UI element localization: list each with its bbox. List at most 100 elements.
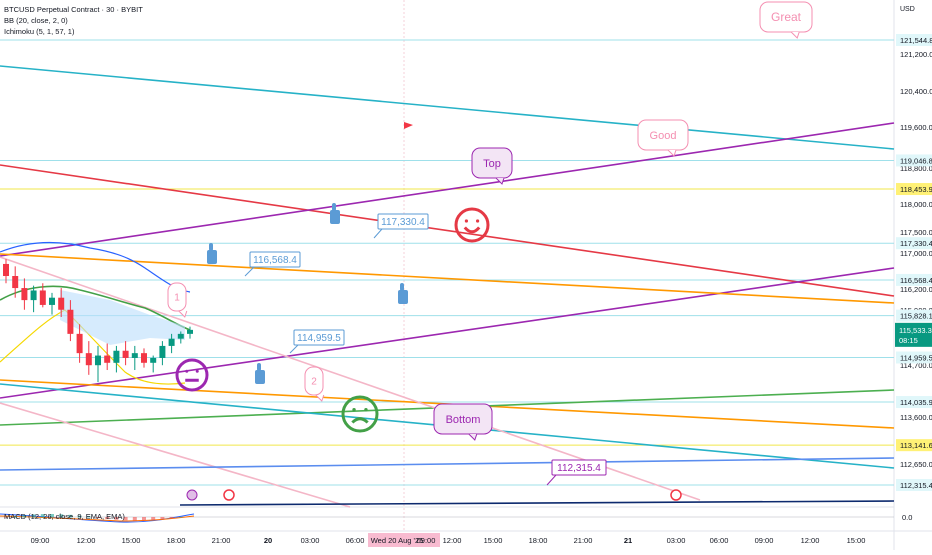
neutral-face-icon[interactable] (175, 358, 209, 392)
level-tag-label-0: 121,544.8 (900, 36, 932, 45)
candle-body[interactable] (104, 355, 111, 363)
trendline-pink-lower[interactable] (0, 402, 351, 508)
trendline-red[interactable] (0, 164, 895, 297)
note-bottom-bubble[interactable] (433, 403, 493, 435)
note-two-tail (315, 394, 325, 402)
pointing-hand-icon-1[interactable] (207, 250, 217, 264)
level-tag-8[interactable] (896, 439, 932, 452)
trendline-purple-upper[interactable] (0, 122, 895, 257)
candle-body[interactable] (141, 353, 147, 363)
last-price-tag[interactable] (895, 322, 932, 347)
candle-body[interactable] (122, 350, 129, 358)
macd-histogram-bar (123, 517, 128, 521)
pointing-hand-icon-2[interactable] (330, 210, 340, 224)
level-tag-5[interactable] (896, 309, 932, 322)
trendline-purple-lower[interactable] (0, 267, 895, 399)
time-tick-label: 09:00 (417, 536, 436, 545)
candle-body[interactable] (85, 353, 92, 366)
callout-112315-box[interactable] (551, 459, 607, 476)
note-top-tail (495, 177, 505, 185)
note-bottom-text: Bottom (446, 414, 481, 426)
level-tag-2[interactable] (896, 183, 932, 196)
callout-116568-pointer (244, 266, 255, 277)
candle-body[interactable] (21, 288, 28, 301)
pointing-hand-icon-3[interactable] (398, 290, 408, 304)
level-tag-9[interactable] (896, 479, 932, 491)
trendline-cyan-upper[interactable] (0, 65, 895, 150)
callout-116568-box[interactable] (249, 251, 301, 268)
macd-histogram-bar (50, 514, 54, 518)
callout-117330-box[interactable] (377, 213, 429, 230)
time-tick-label: Wed 20 Aug '25 (371, 536, 424, 545)
callout-116568-label: 116,568.4 (253, 255, 297, 266)
candle-body[interactable] (95, 355, 101, 366)
note-top-bubble[interactable] (471, 147, 513, 179)
macd-legend[interactable]: MACD (12, 26, close, 9, EMA, EMA) (4, 512, 125, 521)
level-tag-6[interactable] (896, 351, 932, 364)
happy-face-icon-eye-left (464, 219, 468, 223)
last-price-value: 115,533.3 (899, 326, 932, 335)
level-tag-0[interactable] (896, 34, 932, 46)
candle-body[interactable] (58, 297, 65, 310)
candle-body[interactable] (131, 353, 138, 358)
candle-body[interactable] (12, 276, 19, 289)
lightning-event-icon[interactable] (186, 489, 198, 501)
ichimoku-conversion-line (0, 309, 186, 385)
price-tick-label: 116,200.0 (900, 285, 932, 294)
note-good-bubble[interactable] (637, 119, 689, 151)
note-bottom-tail (468, 433, 478, 441)
ichimoku-base-line (0, 285, 191, 331)
candle-body[interactable] (67, 309, 74, 334)
time-tick-label: 15:00 (484, 536, 503, 545)
us-flag-event-icon-1[interactable] (223, 489, 235, 501)
worried-face-icon[interactable] (341, 395, 379, 433)
level-tag-label-7: 114,035.9 (900, 398, 932, 407)
flag-icon[interactable] (404, 122, 413, 129)
price-tick-label: 117,000.0 (900, 249, 932, 258)
time-axis-highlight (368, 533, 440, 547)
legend-symbol[interactable]: BTCUSD Perpetual Contract · 30 · BYBIT (4, 5, 143, 14)
neutral-face-icon-eye-right (195, 369, 199, 373)
candle-body[interactable] (113, 350, 120, 363)
candle-body[interactable] (168, 338, 175, 346)
level-tag-7[interactable] (896, 396, 932, 409)
note-one-bubble[interactable] (167, 282, 187, 312)
price-tick-label: 119,600.0 (900, 123, 932, 132)
callout-114959-pointer (289, 344, 299, 354)
pointing-hand-icon-4-finger (257, 363, 261, 371)
candle-body[interactable] (150, 357, 157, 363)
us-flag-event-icon-2[interactable] (670, 489, 682, 501)
candle-body[interactable] (159, 345, 166, 358)
note-two-bubble[interactable] (304, 366, 324, 396)
pointing-hand-icon-4[interactable] (255, 370, 265, 384)
trendline-blue[interactable] (0, 457, 895, 471)
level-tag-label-5: 115,828.1 (900, 312, 932, 321)
bar-countdown: 08:15 (899, 336, 918, 345)
time-tick-label: 12:00 (801, 536, 820, 545)
candle-body[interactable] (3, 263, 9, 277)
trendline-navy[interactable] (179, 500, 895, 506)
candle-body[interactable] (76, 333, 83, 354)
candle-body[interactable] (177, 333, 184, 339)
candle-body[interactable] (39, 290, 46, 305)
level-tag-4[interactable] (896, 273, 932, 286)
trendline-orange-upper[interactable] (0, 253, 895, 304)
candle-body[interactable] (187, 329, 193, 334)
price-tick-label: 114,700.0 (900, 361, 932, 370)
callout-114959-box[interactable] (293, 329, 345, 346)
level-tag-1[interactable] (896, 154, 932, 167)
bb-upper-band (0, 241, 191, 293)
legend-bb[interactable]: BB (20, close, 2, 0) (4, 16, 68, 25)
happy-face-icon[interactable] (454, 207, 490, 243)
macd-histogram-bar (77, 515, 82, 518)
candle-body[interactable] (30, 290, 37, 301)
macd-histogram-bar (31, 514, 36, 518)
legend-ichimoku[interactable]: Ichimoku (5, 1, 57, 1) (4, 27, 75, 36)
chart-legend: BTCUSD Perpetual Contract · 30 · BYBIT B… (4, 4, 143, 37)
note-great-bubble[interactable] (759, 1, 813, 33)
level-tag-3[interactable] (896, 237, 932, 250)
candle-body[interactable] (49, 297, 55, 305)
time-tick-label: 06:00 (710, 536, 729, 545)
